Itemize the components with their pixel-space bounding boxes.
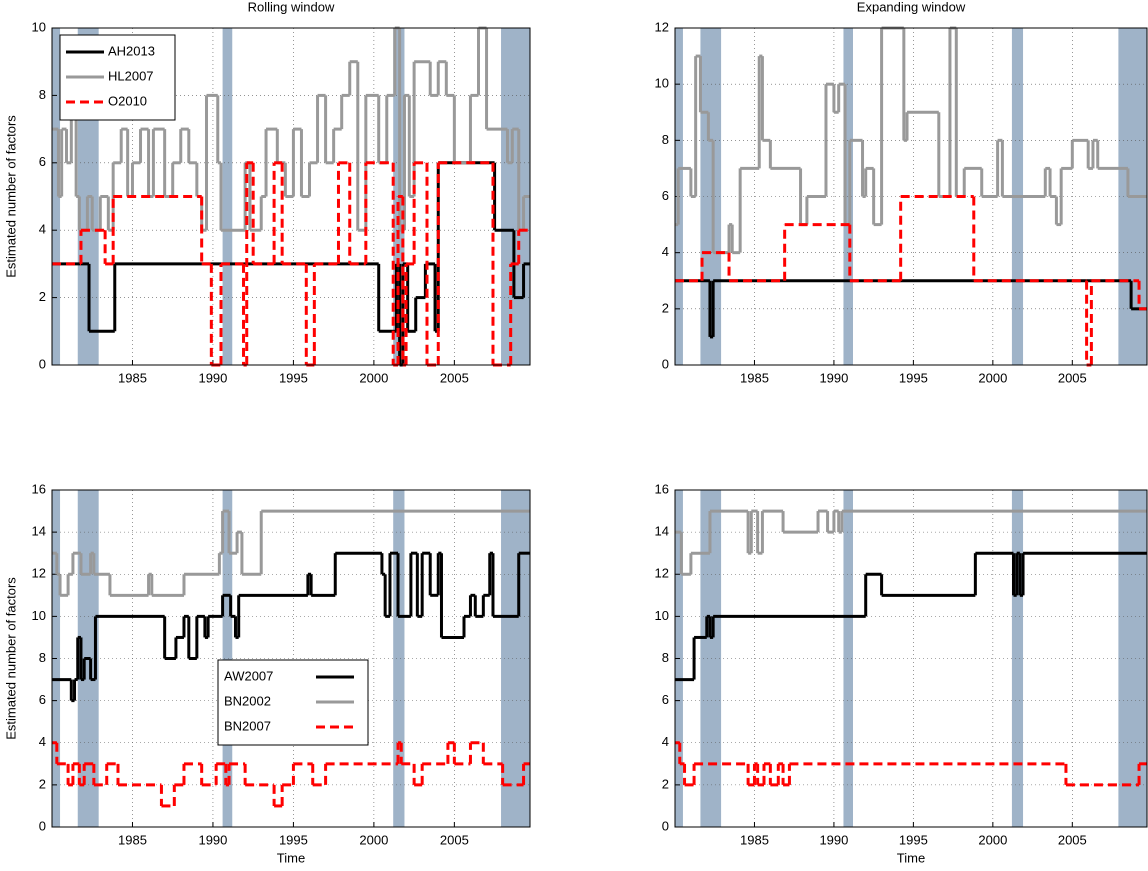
- plot-frame: [51, 27, 531, 366]
- x-tick-label: 2000: [359, 370, 388, 385]
- y-tick-label: 10: [32, 19, 46, 34]
- y-tick-label: 2: [39, 289, 46, 304]
- x-tick-label: 1990: [819, 832, 848, 847]
- y-tick-label: 2: [39, 776, 46, 791]
- y-tick-label: 4: [662, 244, 669, 259]
- series-line: [675, 551, 1147, 682]
- x-tick-label: 2000: [359, 832, 388, 847]
- y-tick-label: 12: [32, 566, 46, 581]
- legend-label: AW2007: [224, 668, 273, 683]
- y-tick-label: 0: [662, 356, 669, 371]
- x-axis-label: Time: [277, 850, 305, 865]
- y-tick-label: 0: [662, 818, 669, 833]
- x-tick-label: 2005: [1058, 832, 1087, 847]
- y-tick-label: 4: [39, 734, 46, 749]
- y-tick-label: 4: [662, 734, 669, 749]
- y-axis-label: Estimated number of factors: [3, 115, 18, 278]
- x-tick-label: 2005: [440, 832, 469, 847]
- y-tick-label: 10: [655, 608, 669, 623]
- y-tick-label: 6: [39, 154, 46, 169]
- y-axis-label: Estimated number of factors: [3, 577, 18, 740]
- y-tick-label: 2: [662, 300, 669, 315]
- y-tick-label: 6: [662, 692, 669, 707]
- series-line: [675, 26, 1147, 255]
- y-tick-label: 12: [655, 566, 669, 581]
- plot-frame: [51, 489, 531, 828]
- recession-band: [843, 28, 853, 365]
- legend-label: AH2013: [108, 43, 155, 58]
- x-tick-label: 1985: [740, 832, 769, 847]
- x-tick-label: 1985: [118, 370, 147, 385]
- recession-band: [222, 28, 233, 365]
- recession-band: [1118, 490, 1147, 827]
- y-tick-label: 10: [32, 608, 46, 623]
- y-tick-label: 8: [39, 87, 46, 102]
- y-tick-label: 14: [655, 524, 669, 539]
- recession-band: [222, 490, 233, 827]
- plot-frame: [674, 489, 1148, 828]
- x-tick-label: 2005: [440, 370, 469, 385]
- y-tick-label: 12: [655, 19, 669, 34]
- legend-label: BN2002: [224, 693, 271, 708]
- y-tick-label: 8: [662, 132, 669, 147]
- y-tick-label: 16: [655, 481, 669, 496]
- plot-frame: [674, 27, 1148, 366]
- y-tick-label: 4: [39, 222, 46, 237]
- x-tick-label: 1990: [198, 832, 227, 847]
- x-tick-label: 2000: [978, 370, 1007, 385]
- x-tick-label: 1990: [198, 370, 227, 385]
- x-axis-label: Time: [897, 850, 925, 865]
- series-line: [675, 509, 1147, 576]
- legend-label: HL2007: [108, 68, 154, 83]
- x-tick-label: 2005: [1058, 370, 1087, 385]
- series-line: [52, 509, 530, 597]
- chart-title: Expanding window: [857, 0, 966, 14]
- recession-band: [1011, 490, 1024, 827]
- series-line: [52, 551, 530, 703]
- series-line: [675, 741, 1147, 787]
- y-tick-label: 2: [662, 776, 669, 791]
- series-line: [52, 161, 530, 367]
- recession-band: [501, 490, 530, 827]
- recession-band: [843, 490, 853, 827]
- y-tick-label: 16: [32, 481, 46, 496]
- x-tick-label: 1985: [118, 832, 147, 847]
- y-tick-label: 6: [39, 692, 46, 707]
- x-tick-label: 1990: [819, 370, 848, 385]
- y-tick-label: 8: [39, 650, 46, 665]
- y-tick-label: 6: [662, 188, 669, 203]
- x-tick-label: 1995: [899, 370, 928, 385]
- x-tick-label: 1995: [279, 832, 308, 847]
- y-tick-label: 0: [39, 818, 46, 833]
- legend-label: BN2007: [224, 718, 271, 733]
- x-tick-label: 1985: [740, 370, 769, 385]
- legend-label: O2010: [108, 93, 147, 108]
- y-tick-label: 14: [32, 524, 46, 539]
- recession-band: [52, 28, 61, 365]
- recession-band: [393, 490, 405, 827]
- x-tick-label: 2000: [978, 832, 1007, 847]
- y-tick-label: 8: [662, 650, 669, 665]
- y-tick-label: 0: [39, 356, 46, 371]
- y-tick-label: 10: [655, 76, 669, 91]
- x-tick-label: 1995: [279, 370, 308, 385]
- x-tick-label: 1995: [899, 832, 928, 847]
- series-line: [52, 741, 530, 808]
- chart-title: Rolling window: [248, 0, 335, 14]
